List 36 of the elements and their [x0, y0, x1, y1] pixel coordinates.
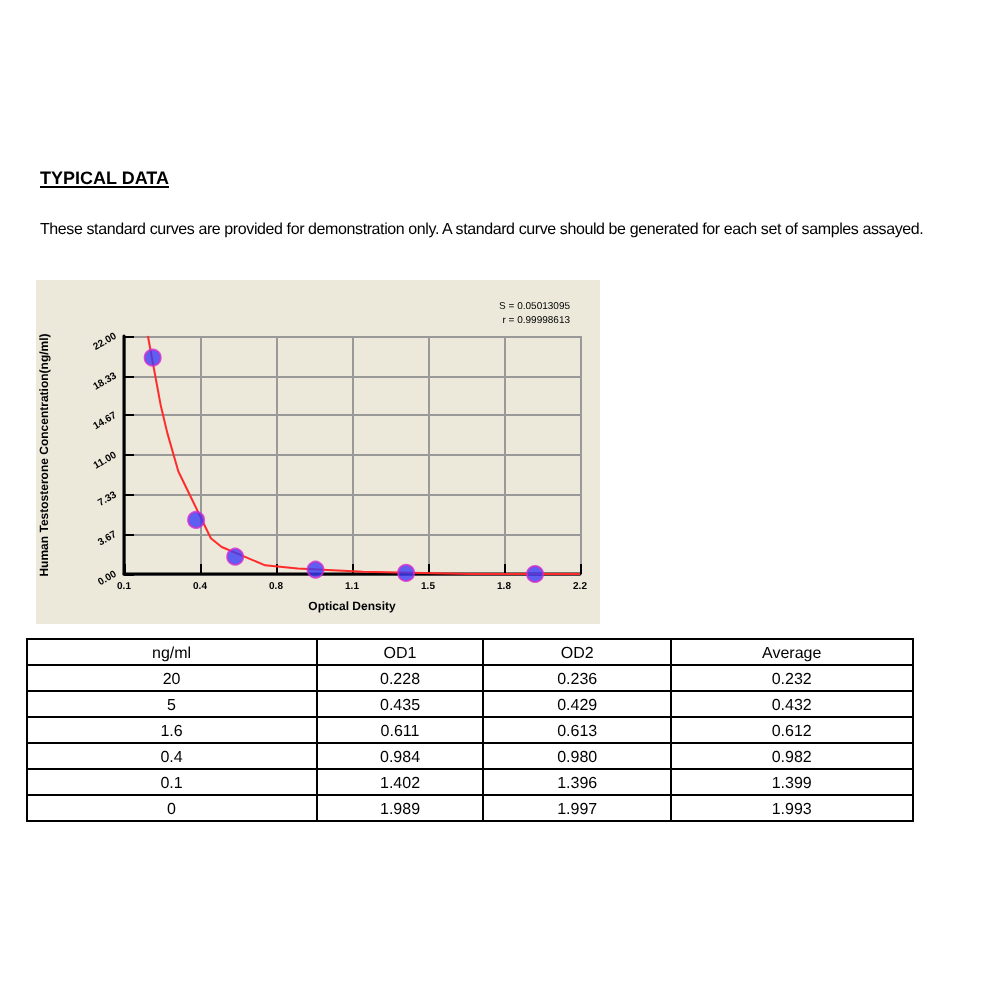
text: 5 [27, 691, 317, 717]
text: Average [670, 639, 913, 665]
text: 0.228 [316, 665, 484, 691]
text: 0.1 [27, 769, 317, 795]
text: 0.982 [670, 743, 913, 769]
point [143, 348, 162, 367]
text: 0.611 [316, 717, 484, 743]
chart-subtitle: These standard curves are provided for demonstration only. A standard curve should be generated for each set of samples assayed. [40, 220, 924, 238]
text: OD1 [316, 639, 484, 665]
point [187, 510, 206, 529]
point [526, 565, 545, 583]
text: 0.984 [316, 743, 484, 769]
text: ng/ml [27, 639, 317, 665]
text: 1.997 [483, 795, 671, 821]
text: 1.6 [27, 717, 317, 743]
text: 0.429 [483, 691, 671, 717]
chart-title: TYPICAL DATA [40, 168, 169, 188]
text: 1.396 [483, 769, 671, 795]
text: 1.399 [670, 769, 913, 795]
text: 0.613 [483, 717, 671, 743]
point [306, 560, 325, 579]
text: 0.612 [670, 717, 913, 743]
text: 0.4 [27, 743, 317, 769]
point [226, 547, 245, 566]
text: 0.432 [670, 691, 913, 717]
text: OD2 [483, 639, 671, 665]
text: 0 [27, 795, 317, 821]
text: 0.435 [316, 691, 484, 717]
text: 1.993 [670, 795, 913, 821]
point [397, 563, 416, 582]
text: 1.989 [316, 795, 484, 821]
text: 1.402 [316, 769, 484, 795]
text: 0.236 [483, 665, 671, 691]
text: 0.980 [483, 743, 671, 769]
text: 20 [27, 665, 317, 691]
text: 0.232 [670, 665, 913, 691]
